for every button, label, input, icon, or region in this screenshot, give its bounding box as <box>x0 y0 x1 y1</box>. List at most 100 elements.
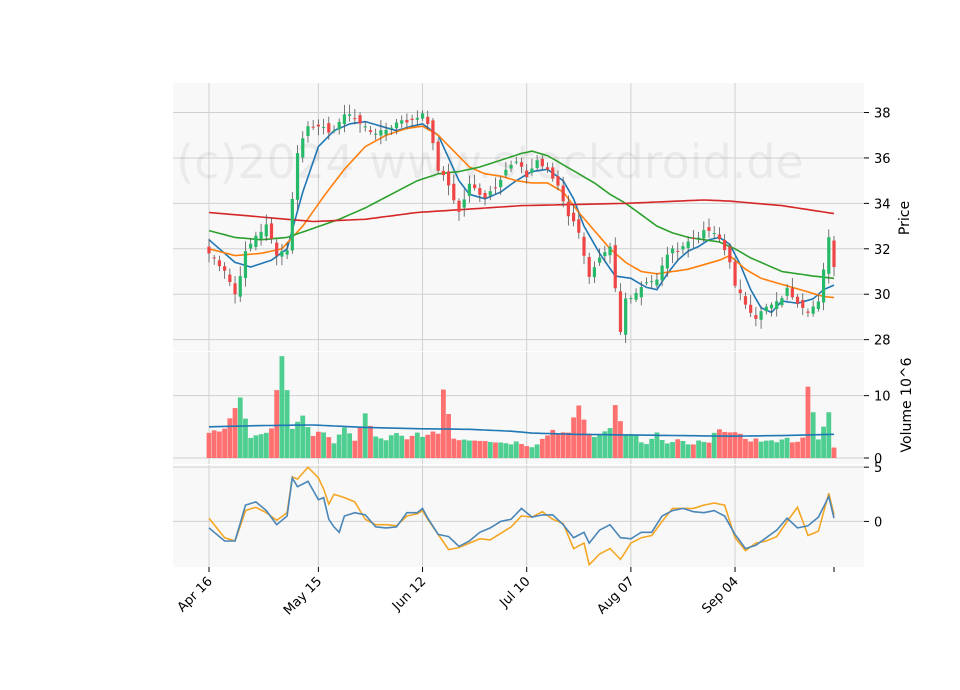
volume-bar <box>680 441 686 458</box>
volume-bar <box>550 429 556 458</box>
candle-body <box>441 170 445 176</box>
price-axis-label: Price <box>897 201 913 235</box>
moving-average-line <box>208 199 835 223</box>
volume-bar <box>227 418 233 458</box>
candle-body <box>431 120 435 144</box>
volume-bar <box>321 432 326 458</box>
volume-bar <box>815 439 821 458</box>
volume-bar <box>482 441 488 458</box>
candlesticks <box>207 104 836 344</box>
volume-bar <box>524 446 530 458</box>
volume-bar <box>592 437 597 458</box>
volume-bar <box>560 432 566 458</box>
volume-bar <box>737 433 743 458</box>
candle-body <box>363 126 367 128</box>
price-tick-label: 30 <box>874 288 891 303</box>
volume-average-path <box>208 424 835 438</box>
oscillator-tick-label: 5 <box>874 461 882 476</box>
candle-body <box>618 291 623 333</box>
volume-bar <box>623 434 629 458</box>
candle-body <box>691 237 695 239</box>
candle-body <box>561 185 565 202</box>
volume-bar <box>664 443 670 458</box>
candle-body <box>519 162 524 167</box>
volume-bar <box>378 438 384 458</box>
price-tick-label: 32 <box>874 243 891 258</box>
volume-tick-label: 10 <box>874 390 891 405</box>
volume-bar <box>394 433 399 458</box>
volume-bar <box>581 419 587 458</box>
candle-body <box>217 260 222 267</box>
volume-bar <box>675 439 681 458</box>
volume-bar <box>425 434 431 458</box>
candle-body <box>650 281 654 283</box>
candle-body <box>264 224 268 237</box>
candle-body <box>821 269 826 303</box>
candle-body <box>228 274 232 283</box>
volume-bar <box>685 444 691 458</box>
candle-body <box>811 306 815 314</box>
volume-bar <box>732 432 738 458</box>
volume-bar <box>727 432 733 458</box>
candle-body <box>358 115 362 124</box>
candle-body <box>571 212 576 222</box>
candle-body <box>410 118 414 121</box>
volume-bar <box>789 442 795 458</box>
candle-body <box>816 301 820 310</box>
volume-bar <box>539 438 545 458</box>
candle-body <box>394 122 399 129</box>
volume-bar <box>451 438 457 458</box>
volume-bar <box>284 390 290 458</box>
volume-bar <box>420 436 425 458</box>
volume-bar <box>362 413 368 458</box>
volume-bar <box>743 438 748 458</box>
volume-bar <box>409 435 415 458</box>
candle-body <box>759 311 763 320</box>
grid-lines <box>173 83 864 567</box>
candle-body <box>556 176 560 186</box>
candle-body <box>827 237 831 274</box>
candle-body <box>790 288 794 298</box>
candle-body <box>426 116 430 124</box>
volume-bar <box>404 439 410 458</box>
volume-bar <box>795 441 800 458</box>
volume-bar <box>498 442 504 458</box>
volume-axis-label: Volume 10^6 <box>899 357 915 452</box>
candle-body <box>702 230 706 239</box>
volume-bar <box>628 433 634 458</box>
volume-bar <box>769 440 774 458</box>
candle-body <box>467 183 472 196</box>
candle-body <box>733 261 737 286</box>
candle-body <box>436 141 440 171</box>
volume-bar <box>586 433 592 458</box>
volume-bar <box>758 441 764 458</box>
volume-bar <box>263 432 269 458</box>
volume-bar <box>206 432 212 458</box>
volume-bar <box>352 440 358 458</box>
candle-body <box>676 250 680 252</box>
volume-bar <box>701 441 707 458</box>
volume-bar <box>565 432 571 458</box>
volume-bar <box>305 427 311 458</box>
candle-body <box>681 246 685 250</box>
candle-body <box>405 119 409 123</box>
price-tick-label: 34 <box>874 197 891 212</box>
candle-body <box>624 298 628 335</box>
candle-body <box>629 298 633 300</box>
candle-body <box>728 246 732 263</box>
candle-body <box>238 276 242 297</box>
candle-body <box>660 265 664 281</box>
x-tick-label: Apr 16 <box>175 574 216 615</box>
candle-body <box>233 283 237 295</box>
volume-bar <box>493 442 498 458</box>
volume-bar <box>638 442 644 458</box>
volume-bar <box>706 442 712 458</box>
candle-body <box>223 266 227 271</box>
candle-body <box>389 127 393 129</box>
volume-bar <box>649 438 655 458</box>
volume-bar <box>222 428 228 458</box>
volume-bar <box>399 435 405 458</box>
candle-body <box>207 246 211 254</box>
volume-bar <box>456 440 462 458</box>
